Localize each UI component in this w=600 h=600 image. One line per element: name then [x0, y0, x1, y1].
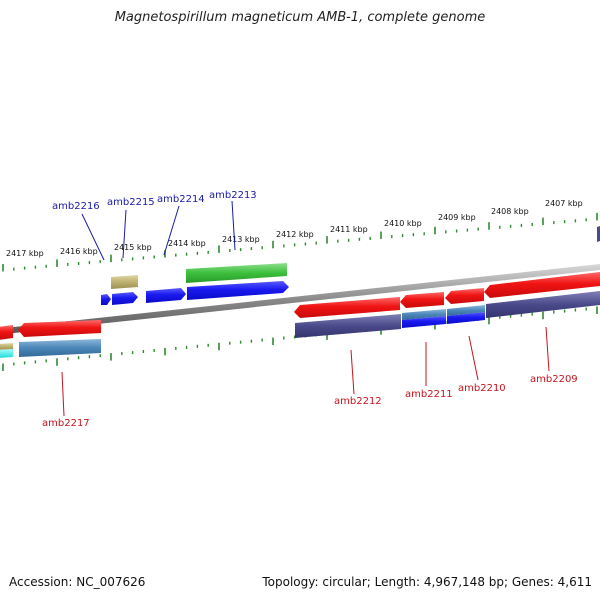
kbp-label-2412: 2412 kbp	[276, 230, 314, 239]
leader-line-amb2210	[468, 335, 479, 381]
accession-label: Accession: NC_007626	[9, 575, 146, 589]
kbp-label-2408: 2408 kbp	[491, 207, 529, 216]
genome-backbone	[0, 264, 600, 335]
product-feature-amb2217[interactable]	[19, 339, 101, 357]
kbp-label-2416: 2416 kbp	[60, 247, 98, 256]
gene-amb2214[interactable]	[146, 288, 186, 303]
kbp-label-2413: 2413 kbp	[222, 235, 260, 244]
leader-line-amb2214	[163, 205, 180, 256]
leader-line-amb2209	[545, 326, 550, 372]
leader-line-amb2212	[350, 349, 355, 395]
leader-line-amb2213	[231, 200, 236, 251]
product-feature-amb2211-2[interactable]	[402, 316, 446, 328]
product-feature-amb2212[interactable]	[295, 314, 401, 338]
kbp-label-2410: 2410 kbp	[384, 219, 422, 228]
kbp-label-2415: 2415 kbp	[114, 243, 152, 252]
kbp-label-2417: 2417 kbp	[6, 249, 44, 258]
gene-amb2212[interactable]	[294, 297, 400, 318]
gene-amb2216[interactable]	[101, 294, 111, 305]
gene-right-edge-partial[interactable]	[597, 226, 600, 242]
outer-tick-row	[2, 212, 598, 272]
reverse-leader-lines	[61, 326, 550, 417]
gene-label-amb2212[interactable]: amb2212	[334, 396, 382, 407]
leader-line-amb2215	[122, 209, 127, 259]
rna-feature-amb2215[interactable]	[111, 275, 138, 289]
product-feature-amb2210-2[interactable]	[447, 312, 485, 324]
kbp-label-2414: 2414 kbp	[168, 239, 206, 248]
kbp-label-2411: 2411 kbp	[330, 225, 368, 234]
gene-amb2213[interactable]	[187, 281, 289, 300]
product-feature-amb2218-partial[interactable]	[0, 343, 13, 350]
gene-amb2210[interactable]	[445, 288, 484, 304]
forward-leader-lines	[81, 200, 236, 261]
gene-amb2211[interactable]	[400, 292, 444, 308]
gene-amb2209[interactable]	[484, 272, 600, 298]
gene-amb2218-partial[interactable]	[0, 325, 13, 340]
gene-label-amb2210[interactable]: amb2210	[458, 383, 506, 394]
product-feature-amb2211[interactable]	[402, 309, 446, 320]
gene-amb2215[interactable]	[112, 292, 138, 305]
gene-amb2217[interactable]	[18, 320, 101, 337]
forward-strand-features	[101, 263, 289, 305]
gene-label-amb2216[interactable]: amb2216	[52, 201, 100, 212]
genome-title: Magnetospirillum magneticum AMB-1, compl…	[114, 10, 486, 25]
topology-label: Topology: circular; Length: 4,967,148 bp…	[262, 575, 592, 589]
product-feature-amb2218-partial-2[interactable]	[0, 349, 13, 358]
forward-gene-labels: amb2216 amb2215 amb2214 amb2213	[52, 190, 257, 212]
gene-label-amb2217[interactable]: amb2217	[42, 418, 90, 429]
leader-line-amb2217	[61, 371, 65, 417]
gene-label-amb2214[interactable]: amb2214	[157, 194, 205, 205]
product-feature-amb2209[interactable]	[486, 291, 600, 318]
reverse-strand-features	[0, 226, 600, 358]
kbp-label-2409: 2409 kbp	[438, 213, 476, 222]
kbp-label-2407: 2407 kbp	[545, 199, 583, 208]
gene-label-amb2209[interactable]: amb2209	[530, 374, 578, 385]
rna-feature-amb2213[interactable]	[186, 263, 287, 283]
kbp-labels: 2417 kbp 2416 kbp 2415 kbp 2414 kbp 2413…	[6, 199, 583, 258]
product-feature-amb2210[interactable]	[447, 305, 485, 316]
gene-label-amb2213[interactable]: amb2213	[209, 190, 257, 201]
reverse-gene-labels: amb2217 amb2212 amb2211 amb2210 amb2209	[42, 374, 578, 429]
gene-label-amb2211[interactable]: amb2211	[405, 389, 453, 400]
gene-label-amb2215[interactable]: amb2215	[107, 197, 155, 208]
leader-line-amb2216	[81, 213, 105, 261]
